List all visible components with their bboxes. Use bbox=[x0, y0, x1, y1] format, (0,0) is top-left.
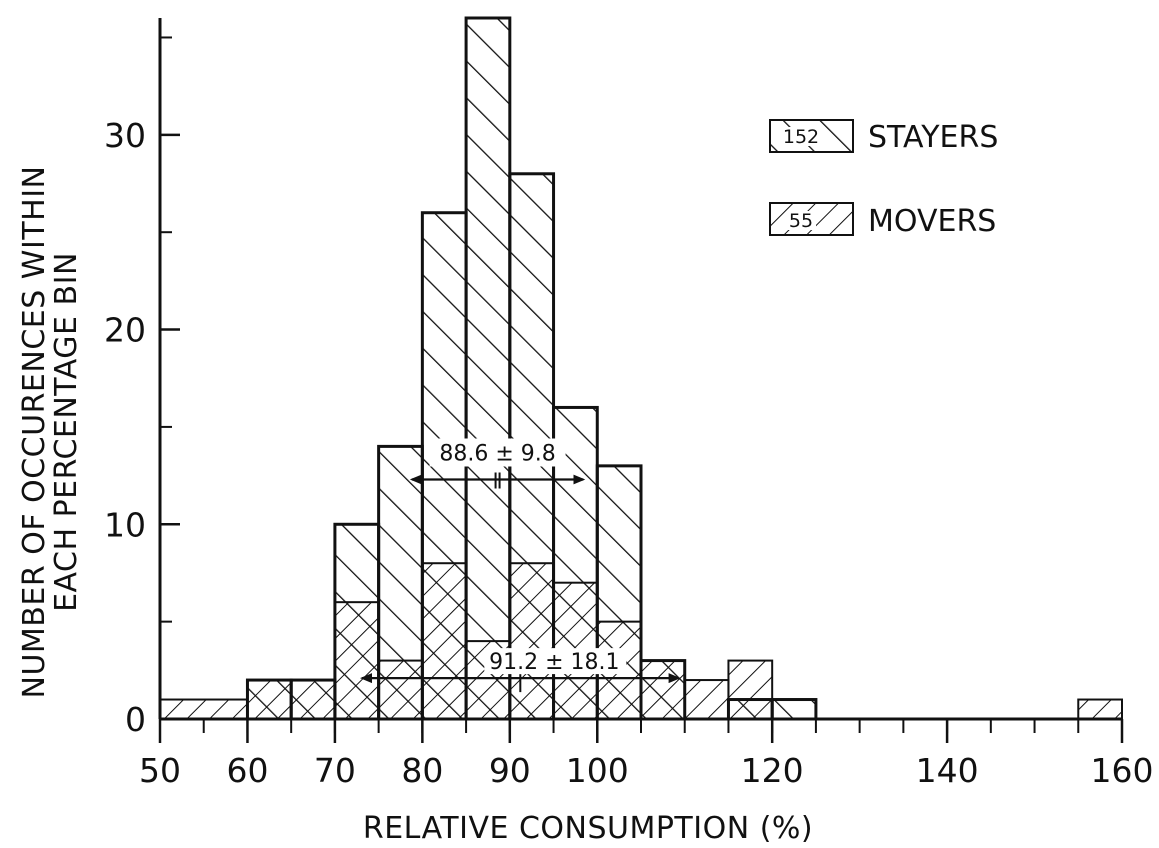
legend-label-movers: MOVERS bbox=[868, 204, 996, 239]
movers-bar bbox=[1077, 698, 1123, 720]
legend-item-movers: 55 MOVERS bbox=[769, 202, 996, 239]
movers-bar bbox=[640, 659, 686, 720]
y-tick-label: 20 bbox=[104, 311, 146, 350]
movers-mean-sd-label: 91.2 ± 18.1 bbox=[489, 650, 619, 675]
movers-bar bbox=[377, 659, 424, 720]
legend: 152 STAYERS 55 MOVERS bbox=[769, 119, 998, 239]
y-axis-ticks: 0 10 20 30 bbox=[104, 36, 180, 739]
legend-label-stayers: STAYERS bbox=[868, 120, 998, 155]
movers-bar bbox=[421, 562, 468, 720]
y-axis-label-line-2: EACH PERCENTAGE BIN bbox=[49, 252, 84, 612]
x-tick-label: 100 bbox=[566, 751, 629, 790]
x-tick-label: 140 bbox=[916, 751, 979, 790]
x-tick-label: 120 bbox=[741, 751, 804, 790]
x-tick-label: 70 bbox=[314, 751, 356, 790]
movers-bar bbox=[246, 679, 293, 720]
y-axis-label: NUMBER OF OCCURENCES WITHIN EACH PERCENT… bbox=[17, 166, 84, 699]
x-tick-label: 160 bbox=[1091, 751, 1154, 790]
movers-bar bbox=[290, 679, 336, 720]
legend-count-stayers: 152 bbox=[783, 126, 819, 148]
x-axis-ticks: 50 60 70 80 90 100 120 140 160 bbox=[139, 719, 1154, 790]
x-axis-label: RELATIVE CONSUMPTION (%) bbox=[363, 811, 813, 846]
stayers-bar bbox=[770, 698, 818, 721]
x-tick-label: 80 bbox=[401, 751, 443, 790]
y-tick-label: 0 bbox=[125, 700, 146, 739]
movers-bar bbox=[333, 601, 380, 721]
stayers-bar bbox=[464, 16, 512, 721]
x-tick-label: 90 bbox=[489, 751, 531, 790]
stayers-mean-sd-annotation: 88.6 ± 9.8 bbox=[409, 438, 586, 489]
y-tick-label: 10 bbox=[104, 505, 146, 544]
legend-item-stayers: 152 STAYERS bbox=[769, 119, 998, 155]
stayers-mean-sd-label: 88.6 ± 9.8 bbox=[439, 441, 555, 466]
movers-bar bbox=[683, 679, 730, 720]
legend-count-movers: 55 bbox=[789, 210, 813, 232]
movers-bar bbox=[508, 562, 555, 720]
x-tick-label: 60 bbox=[226, 751, 268, 790]
movers-bar bbox=[159, 698, 249, 720]
movers-bar bbox=[727, 659, 774, 720]
movers-mean-sd-annotation: 91.2 ± 18.1 bbox=[360, 648, 681, 693]
y-axis-label-line-1: NUMBER OF OCCURENCES WITHIN bbox=[17, 166, 52, 699]
y-tick-label: 30 bbox=[104, 116, 146, 155]
x-tick-label: 50 bbox=[139, 751, 181, 790]
